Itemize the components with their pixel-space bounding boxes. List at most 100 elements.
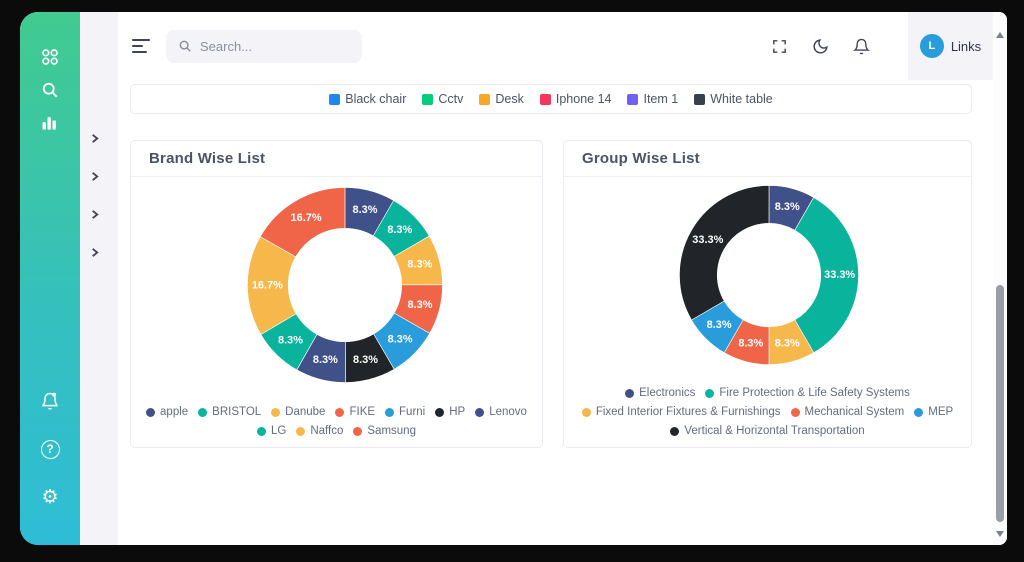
- legend-swatch: [670, 426, 680, 436]
- brand-wise-card: Brand Wise List 8.3% 8.3% 8.3% 8.3% 8.3% 8.3%…: [130, 140, 543, 448]
- search-input[interactable]: [200, 38, 340, 54]
- legend-swatch: [914, 407, 924, 417]
- legend-item[interactable]: FIKE: [335, 406, 375, 418]
- legend-item[interactable]: Vertical & Horizontal Transportation: [670, 425, 865, 437]
- legend-swatch: [198, 407, 208, 417]
- legend-item[interactable]: Mechanical System: [790, 406, 904, 418]
- legend-label: Iphone 14: [555, 92, 612, 106]
- dark-mode-moon-icon[interactable]: [812, 38, 829, 55]
- card-header: Group Wise List: [564, 141, 971, 177]
- legend-item[interactable]: Naffco: [296, 425, 343, 437]
- legend-label: Danube: [285, 406, 326, 418]
- legend-item[interactable]: Iphone 14: [539, 92, 612, 106]
- vertical-scrollbar[interactable]: [993, 12, 1007, 545]
- legend-item[interactable]: LG: [257, 425, 286, 437]
- legend-item[interactable]: BRISTOL: [198, 406, 261, 418]
- search-icon[interactable]: [39, 79, 61, 101]
- legend-item[interactable]: Black chair: [329, 92, 406, 106]
- legend-swatch: [329, 93, 341, 105]
- legend-item[interactable]: Electronics: [625, 387, 695, 399]
- slice-percent-label: 8.3%: [707, 319, 732, 331]
- brand-chart-legend: apple BRISTOL Danube FIKE Furni HP Lenovo LG Naf…: [143, 406, 530, 437]
- legend-item[interactable]: Cctv: [422, 92, 463, 106]
- slice-percent-label: 33.3%: [692, 234, 723, 246]
- legend-label: Item 1: [643, 92, 679, 106]
- group-wise-card: Group Wise List 8.3% 33.3% 8.3% 8.3% 8.3% 33.…: [563, 140, 972, 448]
- donut-slice[interactable]: [259, 187, 346, 258]
- slice-percent-label: 8.3%: [388, 334, 413, 346]
- legend-item[interactable]: Item 1: [627, 92, 678, 106]
- slice-percent-label: 16.7%: [291, 212, 322, 224]
- scroll-down-arrow[interactable]: [996, 531, 1004, 537]
- legend-label: apple: [160, 406, 189, 418]
- apps-grid-icon[interactable]: [39, 46, 61, 68]
- legend-swatch: [296, 426, 306, 436]
- legend-label: Black chair: [345, 92, 407, 106]
- help-icon[interactable]: ?: [39, 438, 61, 460]
- chevron-right-icon[interactable]: [89, 245, 100, 257]
- legend-item[interactable]: Desk: [479, 92, 524, 106]
- scroll-up-arrow[interactable]: [996, 32, 1004, 38]
- group-donut-chart: 8.3% 33.3% 8.3% 8.3% 8.3% 33.3%: [679, 185, 859, 365]
- gear-glyph: ⚙: [41, 485, 59, 508]
- legend-item[interactable]: Lenovo: [475, 406, 527, 418]
- card-title: Group Wise List: [582, 150, 700, 167]
- legend-label: Fixed Interior Fixtures & Furnishings: [595, 406, 781, 418]
- bar-chart-icon[interactable]: [39, 112, 61, 134]
- sidebar: ? ⚙: [20, 12, 80, 545]
- legend-item[interactable]: Danube: [271, 406, 325, 418]
- search-box: [166, 29, 362, 63]
- legend-item[interactable]: HP: [435, 406, 465, 418]
- chevron-right-icon[interactable]: [89, 169, 100, 181]
- slice-percent-label: 8.3%: [775, 201, 800, 213]
- legend-item[interactable]: MEP: [914, 406, 953, 418]
- legend-item[interactable]: Furni: [385, 406, 425, 418]
- donut-slice[interactable]: [794, 197, 859, 354]
- notification-bell-icon[interactable]: [852, 38, 871, 55]
- legend-item[interactable]: Fixed Interior Fixtures & Furnishings: [581, 406, 781, 418]
- settings-gear-icon[interactable]: ⚙: [39, 486, 61, 508]
- legend-swatch: [475, 407, 485, 417]
- group-chart-legend: Electronics Fire Protection & Life Safety…: [576, 387, 959, 437]
- donut-slice[interactable]: [679, 185, 770, 321]
- sidebar-bottom: ? ⚙: [39, 390, 61, 545]
- legend-label: Samsung: [367, 425, 416, 437]
- fullscreen-icon[interactable]: [771, 38, 788, 55]
- items-legend: Black chair Cctv Desk Iphone 14 Item 1 White …: [329, 92, 773, 106]
- app-window: ? ⚙: [20, 12, 1007, 545]
- legend-label: Cctv: [438, 92, 464, 106]
- legend-swatch: [422, 93, 434, 105]
- legend-swatch: [353, 426, 363, 436]
- legend-label: Vertical & Horizontal Transportation: [684, 425, 865, 437]
- legend-swatch: [435, 407, 445, 417]
- avatar: L: [919, 34, 944, 58]
- brand-donut-chart: 8.3% 8.3% 8.3% 8.3% 8.3% 8.3% 8.3% 8.3% 16.7% 16.…: [247, 187, 443, 383]
- legend-swatch: [385, 407, 395, 417]
- slice-percent-label: 16.7%: [252, 279, 283, 291]
- card-title: Brand Wise List: [149, 150, 266, 167]
- legend-swatch: [479, 93, 491, 105]
- chevron-right-icon[interactable]: [89, 131, 100, 143]
- legend-swatch: [335, 407, 345, 417]
- legend-item[interactable]: Samsung: [353, 425, 416, 437]
- legend-swatch: [539, 93, 551, 105]
- search-icon: [179, 40, 191, 52]
- legend-swatch: [790, 407, 800, 417]
- legend-label: LG: [271, 425, 287, 437]
- menu-icon[interactable]: [132, 39, 150, 53]
- notification-bell-icon[interactable]: [39, 390, 61, 412]
- items-chart-legend-card: Black chair Cctv Desk Iphone 14 Item 1 White …: [130, 84, 972, 114]
- slice-percent-label: 8.3%: [353, 354, 378, 366]
- legend-label: BRISTOL: [212, 406, 262, 418]
- legend-item[interactable]: White table: [694, 92, 773, 106]
- slice-percent-label: 8.3%: [278, 334, 303, 346]
- legend-item[interactable]: apple: [146, 406, 188, 418]
- chevron-right-icon[interactable]: [89, 207, 100, 219]
- scrollbar-thumb[interactable]: [996, 285, 1004, 522]
- legend-item[interactable]: Fire Protection & Life Safety Systems: [705, 387, 910, 399]
- secondary-sidebar: [80, 12, 118, 545]
- user-menu[interactable]: L Links: [908, 12, 993, 80]
- card-header: Brand Wise List: [131, 141, 542, 177]
- slice-percent-label: 8.3%: [313, 354, 338, 366]
- question-mark-glyph: ?: [40, 439, 60, 459]
